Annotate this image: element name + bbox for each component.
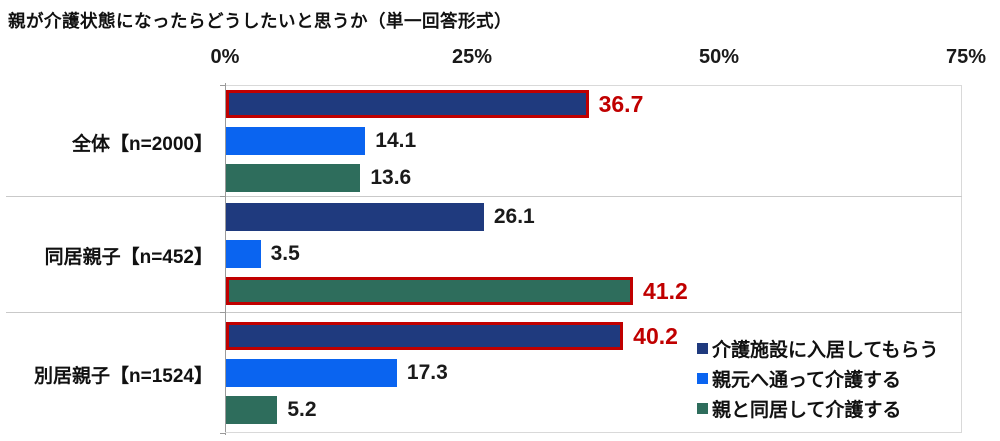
x-axis-tick-label: 50% <box>698 46 740 68</box>
legend-swatch-icon <box>697 342 708 354</box>
bar-value-label: 26.1 <box>493 205 535 228</box>
bar-value-label: 40.2 <box>633 322 678 349</box>
category-divider <box>6 196 962 197</box>
bar-value-label: 5.2 <box>287 397 317 421</box>
legend-swatch-icon <box>697 372 708 384</box>
legend-item: 親元へ通って介護する <box>697 363 938 393</box>
legend-item: 親と同居して介護する <box>697 393 938 423</box>
legend: 介護施設に入居してもらう 親元へ通って介護する 親と同居して介護する <box>697 333 938 423</box>
category-label: 別居親子【n=1524】 <box>34 365 213 387</box>
plot-area <box>225 85 962 433</box>
bar <box>226 203 484 231</box>
bar-value-label: 14.1 <box>375 128 417 152</box>
x-axis-tick-label: 0% <box>210 46 240 68</box>
bar <box>226 240 261 268</box>
x-axis-tick-label: 25% <box>451 46 493 68</box>
bar-value-label: 13.6 <box>370 165 412 189</box>
bar <box>226 358 397 387</box>
bar <box>226 163 361 192</box>
x-axis-tick-label: 75% <box>945 46 987 68</box>
bar <box>226 126 366 155</box>
bar <box>226 321 624 350</box>
category-divider <box>6 312 962 313</box>
bar-value-label: 3.5 <box>270 242 300 265</box>
bar <box>226 395 278 424</box>
legend-label: 介護施設に入居してもらう <box>712 339 939 361</box>
legend-item: 介護施設に入居してもらう <box>697 333 938 363</box>
bar <box>226 89 589 118</box>
page-title: 親が介護状態になったらどうしたいと思うか（単一回答形式） <box>8 11 512 31</box>
bar-value-label: 17.3 <box>406 360 448 384</box>
y-axis-tick <box>220 312 226 313</box>
legend-swatch-icon <box>697 402 708 414</box>
y-axis-tick <box>220 85 226 86</box>
bar-value-label: 41.2 <box>643 278 688 304</box>
y-axis-tick <box>220 196 226 197</box>
y-axis-line <box>225 83 226 435</box>
category-label: 全体【n=2000】 <box>72 133 213 155</box>
category-label: 同居親子【n=452】 <box>44 247 213 268</box>
legend-label: 親と同居して介護する <box>712 399 902 421</box>
y-axis-tick <box>220 433 226 434</box>
legend-label: 親元へ通って介護する <box>712 369 902 391</box>
bar <box>226 277 634 305</box>
bar-value-label: 36.7 <box>598 90 644 117</box>
